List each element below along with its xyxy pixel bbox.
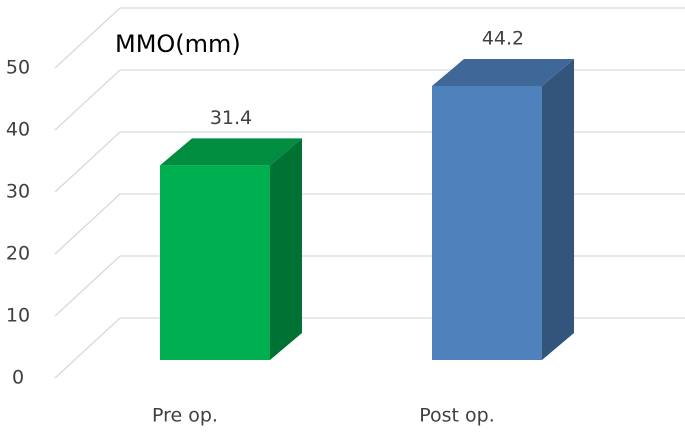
- y-tick-label: 40: [6, 119, 30, 141]
- bar-side: [542, 58, 574, 361]
- y-tick-label: 10: [6, 305, 30, 327]
- grid-line: [54, 131, 685, 193]
- chart-title: MMO(mm): [115, 30, 241, 58]
- bar-top: [160, 138, 302, 166]
- x-tick-label: Pre op.: [152, 405, 218, 427]
- y-tick-label: 20: [6, 243, 30, 265]
- grid-line: [54, 193, 685, 255]
- y-tick-label: 50: [6, 57, 30, 79]
- bar-top: [432, 58, 574, 86]
- grid-line: [54, 255, 685, 317]
- bar: [160, 165, 270, 360]
- grid-line: [54, 69, 685, 131]
- y-tick-label: 0: [12, 367, 24, 389]
- value-label: 44.2: [482, 27, 524, 49]
- bar: [432, 85, 542, 361]
- grid-line: [54, 317, 685, 379]
- x-tick-label: Post op.: [419, 405, 495, 427]
- bar-side: [270, 138, 302, 360]
- y-tick-label: 30: [6, 181, 30, 203]
- value-label: 31.4: [210, 107, 252, 129]
- grid-line: [54, 7, 685, 69]
